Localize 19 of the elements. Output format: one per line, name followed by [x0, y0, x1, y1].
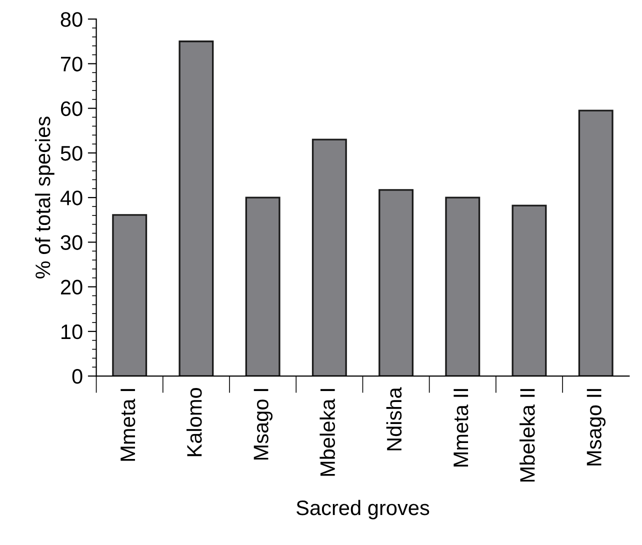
y-tick-label: 50 [60, 146, 82, 161]
x-tick-label: Mmeta II [454, 389, 468, 466]
y-tick-label: 10 [62, 324, 82, 340]
y-tick-label: 70 [61, 56, 82, 72]
y-axis-title: % of total species [34, 116, 54, 278]
x-tick-label: Msago I [254, 389, 273, 460]
x-tick-label: Mmeta I [120, 389, 136, 461]
y-tick-label: 0 [72, 369, 82, 384]
y-tick-label: 20 [60, 280, 82, 295]
y-tick-label: 30 [60, 235, 82, 250]
x-axis-title: Sacred groves [296, 500, 430, 520]
y-tick-label: 60 [60, 101, 82, 116]
x-tick-label: Msago II [586, 389, 606, 466]
y-tick-label: 40 [60, 190, 82, 206]
y-tick-label: 80 [60, 12, 82, 27]
x-tick-label: Mbeleka I [320, 389, 336, 476]
x-tick-label: Kalomo [186, 388, 202, 456]
x-tick-label: Mbeleka II [520, 389, 535, 482]
x-tick-label: Ndisha [386, 387, 402, 450]
